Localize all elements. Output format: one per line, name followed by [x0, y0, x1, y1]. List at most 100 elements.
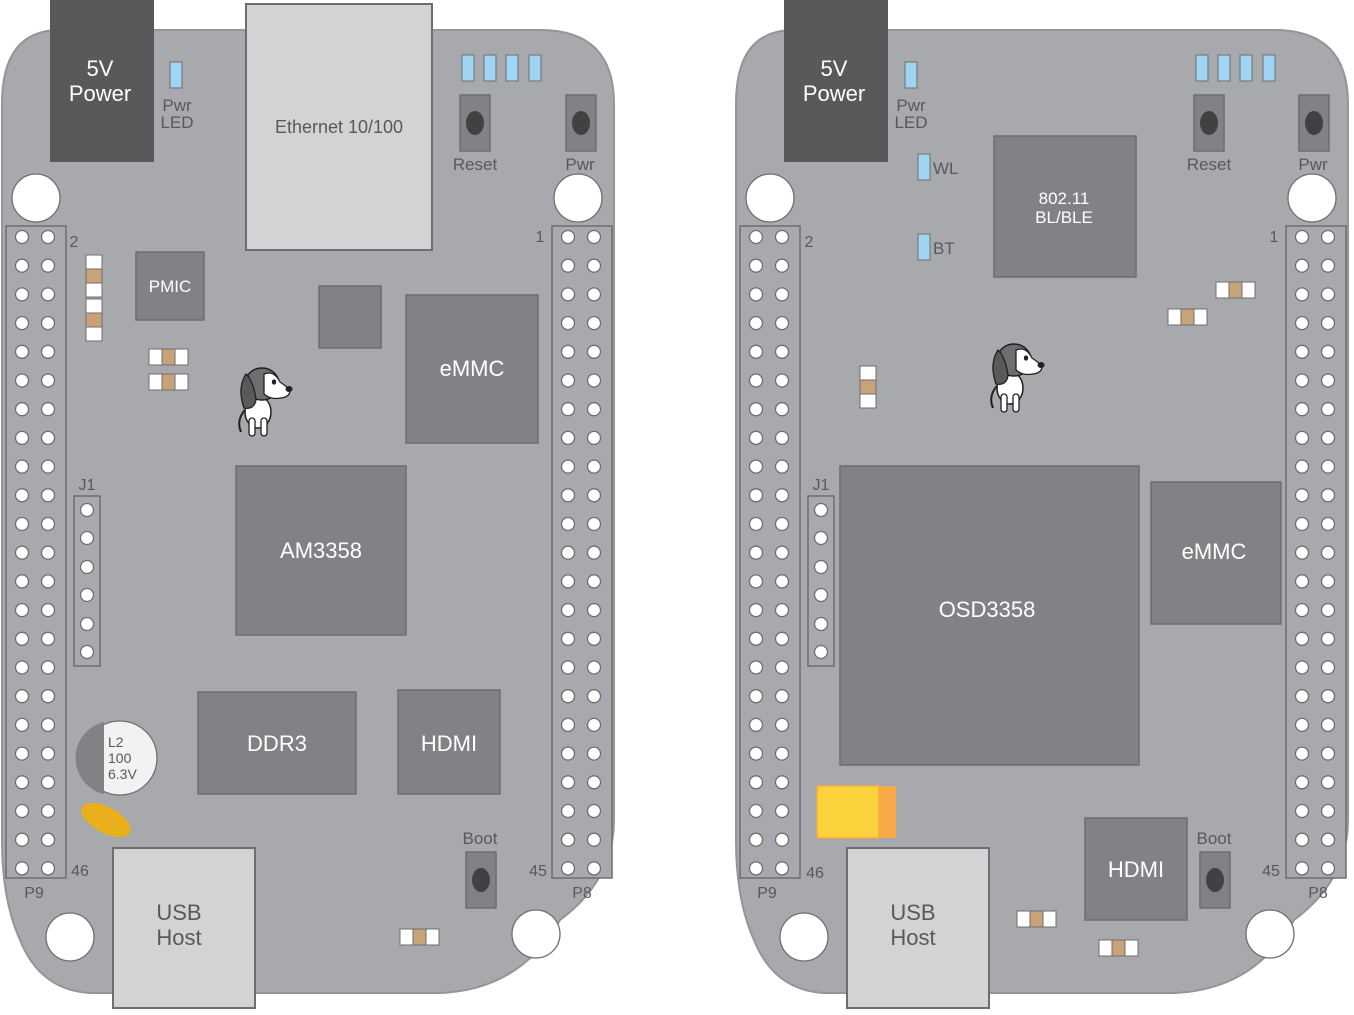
emmc-label: eMMC: [440, 356, 505, 381]
pin-hole: [588, 632, 601, 645]
pin-hole: [776, 317, 789, 330]
pin-hole: [42, 431, 55, 444]
usb-label-line1: USB: [156, 900, 201, 925]
mounting-hole: [12, 174, 60, 222]
pin-hole: [562, 317, 575, 330]
pin-hole: [1296, 718, 1309, 731]
user-led-icon: [1196, 55, 1208, 81]
mounting-hole: [1288, 174, 1336, 222]
j1-pin-hole: [81, 646, 94, 659]
pin-hole: [42, 288, 55, 301]
usb-label-line2: Host: [156, 925, 201, 950]
pin-hole: [16, 288, 29, 301]
pin-hole: [750, 231, 763, 244]
pin-hole: [42, 632, 55, 645]
resistor-end: [1017, 911, 1030, 927]
resistor: [400, 929, 439, 945]
pin-hole: [42, 259, 55, 272]
pin-hole: [562, 833, 575, 846]
pin-hole: [42, 345, 55, 358]
pin-hole: [1322, 317, 1335, 330]
pin-hole: [776, 489, 789, 502]
ddr3-label: DDR3: [247, 731, 307, 756]
resistor-end: [1242, 282, 1255, 298]
pin-hole: [776, 288, 789, 301]
j1-pin-hole: [81, 561, 94, 574]
capacitor-label-line3: 6.3V: [108, 766, 137, 782]
small-chip: [319, 286, 381, 348]
pin-hole: [562, 546, 575, 559]
resistor: [86, 299, 102, 341]
pin-hole: [1296, 288, 1309, 301]
pin-hole: [1296, 632, 1309, 645]
resistor: [1099, 940, 1138, 956]
capacitor-label-line1: L2: [108, 734, 124, 750]
soc-label: OSD3358: [939, 597, 1036, 622]
pin-hole: [776, 546, 789, 559]
resistor-end: [175, 349, 188, 365]
j1-pin-hole: [81, 589, 94, 602]
pin-hole: [776, 345, 789, 358]
pin-hole: [750, 259, 763, 272]
p9-pin-top-label: 2: [70, 234, 79, 251]
pin-hole: [1322, 231, 1335, 244]
resistor-band: [860, 380, 876, 394]
boot-button: [466, 852, 496, 908]
reset-label: Reset: [453, 155, 498, 174]
pin-hole: [42, 317, 55, 330]
tantalum-capacitor-band: [879, 786, 896, 838]
pin-hole: [42, 862, 55, 875]
p9-label: P9: [24, 885, 44, 902]
pin-hole: [16, 747, 29, 760]
pin-hole: [1322, 661, 1335, 674]
pin-hole: [42, 403, 55, 416]
soc-label: AM3358: [280, 538, 362, 563]
pin-hole: [562, 604, 575, 617]
pin-hole: [588, 403, 601, 416]
pwr-button-label: Pwr: [1298, 155, 1328, 174]
pin-hole: [776, 632, 789, 645]
pin-hole: [1322, 776, 1335, 789]
j1-pin-hole: [81, 504, 94, 517]
pin-hole: [776, 460, 789, 473]
pin-hole: [1322, 489, 1335, 502]
pin-hole: [1322, 604, 1335, 617]
pin-hole: [750, 489, 763, 502]
pin-hole: [1322, 403, 1335, 416]
pin-hole: [776, 690, 789, 703]
pin-hole: [16, 575, 29, 588]
button-knob: [466, 111, 484, 135]
pin-hole: [1322, 460, 1335, 473]
pin-hole: [750, 632, 763, 645]
pin-hole: [1296, 862, 1309, 875]
pin-hole: [562, 288, 575, 301]
resistor-band: [1181, 309, 1194, 325]
power-label-line1: 5V: [821, 56, 848, 81]
resistor: [149, 349, 188, 365]
resistor-band: [162, 374, 175, 390]
pin-hole: [1296, 546, 1309, 559]
resistor-band: [86, 269, 102, 283]
pin-hole: [42, 690, 55, 703]
pin-hole: [562, 374, 575, 387]
ethernet-label: Ethernet 10/100: [275, 117, 403, 137]
pin-hole: [750, 805, 763, 818]
pin-hole: [562, 431, 575, 444]
j1-pin-hole: [815, 618, 828, 631]
p9-pin-top-label: 2: [805, 234, 814, 251]
header-p9: [740, 226, 800, 878]
pin-hole: [562, 489, 575, 502]
pin-hole: [1296, 690, 1309, 703]
pin-hole: [1296, 403, 1309, 416]
resistor-end: [86, 299, 102, 313]
pin-hole: [16, 862, 29, 875]
j1-pin-hole: [815, 646, 828, 659]
pin-hole: [588, 747, 601, 760]
pin-hole: [776, 862, 789, 875]
button-knob: [1206, 868, 1224, 892]
user-led-icon: [506, 55, 518, 81]
pin-hole: [588, 604, 601, 617]
pin-hole: [588, 231, 601, 244]
user-led-icon: [1218, 55, 1230, 81]
